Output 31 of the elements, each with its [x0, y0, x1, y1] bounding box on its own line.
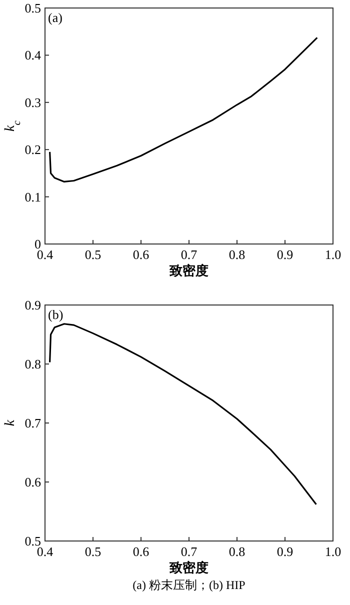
x-tick-label: 0.5 — [84, 247, 102, 262]
x-tick-label: 1.0 — [324, 247, 342, 262]
y-tick-label: 0 — [34, 236, 41, 252]
y-axis-title: k — [3, 419, 18, 426]
line-series — [49, 323, 317, 506]
y-tick-label: 0.4 — [24, 48, 42, 63]
y-tick-label: 0.6 — [24, 474, 42, 490]
x-tick-label: 0.8 — [228, 247, 246, 262]
y-tick-label: 0.1 — [24, 189, 41, 204]
line-series — [49, 36, 318, 182]
y-tick-label: 0.5 — [24, 0, 41, 16]
x-tick-label: 1.0 — [324, 544, 342, 559]
x-tick-label: 0.9 — [276, 247, 294, 262]
x-tick-label: 0.7 — [180, 247, 198, 262]
y-tick-label: 0.3 — [24, 94, 41, 110]
x-tick-label: 0.9 — [276, 544, 294, 559]
text: (a) 粉末压制；(b) HIP — [132, 578, 246, 592]
x-tick-label: 0.8 — [228, 544, 246, 559]
x-tick-label: 0.6 — [132, 544, 150, 559]
x-tick-label: 0.6 — [132, 247, 150, 262]
y-tick-label: 0.9 — [24, 298, 41, 312]
annotation: (a) — [48, 10, 62, 25]
y-tick-label: 0.8 — [24, 356, 41, 372]
x-axis-title: 致密度 — [168, 560, 208, 575]
x-tick-label: 0.5 — [84, 544, 102, 559]
annotation: (b) — [48, 307, 64, 322]
y-tick-label: 0.5 — [24, 534, 41, 548]
x-axis-title: 致密度 — [168, 263, 208, 278]
x-tick-label: 0.7 — [180, 544, 198, 559]
y-tick-label: 0.7 — [24, 416, 42, 430]
y-tick-label: 0.2 — [24, 142, 41, 158]
